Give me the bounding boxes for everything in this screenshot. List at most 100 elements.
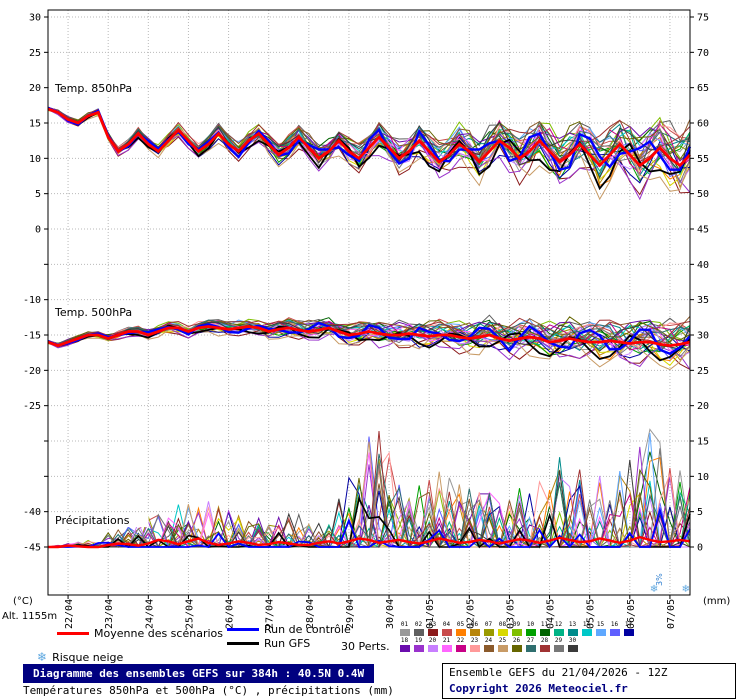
- right-axis-tick-label: 10: [697, 472, 709, 483]
- pert-number: 24: [484, 637, 493, 644]
- date-label: 25/04: [184, 599, 195, 629]
- pert-legend-entry: 03: [426, 621, 439, 636]
- left-axis-tick-label: -20: [23, 366, 41, 377]
- right-axis-unit: (mm): [703, 596, 731, 607]
- pert-color-swatch: [413, 629, 424, 636]
- temp850-series: [47, 106, 692, 201]
- copyright: Copyright 2026 Meteociel.fr: [449, 682, 628, 695]
- pert-legend-entry: 25: [496, 637, 509, 652]
- pert-color-swatch: [511, 629, 522, 636]
- right-axis-tick-label: 70: [697, 48, 709, 59]
- diagram-title: Diagramme des ensembles GEFS sur 384h : …: [33, 667, 365, 680]
- pert-number: 16: [610, 621, 619, 628]
- pert-color-swatch: [427, 645, 438, 652]
- pert-legend-entry: 20: [426, 637, 439, 652]
- right-axis-tick-label: 0: [697, 543, 703, 554]
- pert-color-swatch: [511, 645, 522, 652]
- axis-labels: 302520151050-10-15-20-25-40-457570656055…: [23, 13, 709, 554]
- date-label: 30/04: [385, 599, 396, 629]
- left-axis-tick-label: 15: [29, 119, 41, 130]
- control-run-line: [47, 106, 692, 172]
- diagram-title-bar: Diagramme des ensembles GEFS sur 384h : …: [23, 664, 375, 683]
- left-axis-tick-label: 5: [35, 189, 41, 200]
- pert-legend-row: 01 02 03 04 05 06 07 08 09 10 11 12 13 14 15 16 17: [398, 621, 635, 636]
- pert-number: 11: [540, 621, 549, 628]
- pert-legend-row: 18 19 20 21 22 23 24 25 26 27 28 29 30: [398, 637, 635, 652]
- run-info: Ensemble GEFS du 21/04/2026 - 12Z: [449, 666, 668, 679]
- pert-color-swatch: [609, 629, 620, 636]
- right-axis-tick-label: 5: [697, 507, 703, 518]
- pert-number: 29: [554, 637, 563, 644]
- right-axis-tick-label: 20: [697, 401, 709, 412]
- chart-border: [47, 9, 691, 596]
- pert-legend-entry: 26: [510, 637, 523, 652]
- pert-color-swatch: [497, 629, 508, 636]
- left-axis-tick-label: 20: [29, 83, 41, 94]
- left-axis-tick-label: -40: [23, 507, 41, 518]
- legend-snow-risk: ❄ Risque neige: [37, 650, 123, 664]
- snow-risk-markers: ❄3%❄: [650, 573, 690, 595]
- panel-label: Précipitations: [55, 514, 130, 527]
- pert-color-swatch: [553, 629, 564, 636]
- pert-legend-entry: 15: [594, 621, 607, 636]
- pert-legend-entry: 02: [412, 621, 425, 636]
- pert-legend-entry: 06: [468, 621, 481, 636]
- pert-number: 26: [512, 637, 521, 644]
- date-label: 06/05: [626, 599, 637, 629]
- pert-number: 25: [498, 637, 507, 644]
- left-axis-tick-label: 30: [29, 13, 41, 24]
- pert-color-swatch: [441, 629, 452, 636]
- control-run-line: [48, 506, 691, 549]
- pert-legend-entry: 08: [496, 621, 509, 636]
- ensemble-member-line: [47, 108, 691, 201]
- precip-series: [47, 428, 691, 549]
- pert-number: 28: [540, 637, 549, 644]
- ensemble-chart: 302520151050-10-15-20-25-40-457570656055…: [23, 9, 709, 629]
- control-line-swatch: [227, 628, 259, 631]
- date-label: 28/04: [305, 599, 316, 629]
- left-axis-tick-label: -25: [23, 401, 41, 412]
- pert-color-swatch: [455, 645, 466, 652]
- legend-mean: Moyenne des scénarios: [57, 627, 223, 640]
- pert-number: 05: [456, 621, 465, 628]
- pert-color-swatch: [623, 629, 634, 636]
- right-axis-tick-label: 35: [697, 295, 709, 306]
- pert-color-swatch: [595, 629, 606, 636]
- pert-legend-entry: 04: [440, 621, 453, 636]
- date-label: 03/05: [505, 599, 516, 629]
- ensemble-member-line: [47, 316, 691, 346]
- pert-legend-entry: 14: [580, 621, 593, 636]
- right-axis-tick-label: 55: [697, 154, 709, 165]
- pert-color-swatch: [553, 645, 564, 652]
- pert-number: 03: [428, 621, 437, 628]
- pert-legend-entry: 01: [398, 621, 411, 636]
- pert-color-swatch: [469, 629, 480, 636]
- pert-color-swatch: [469, 645, 480, 652]
- x-axis-date-labels: 22/04 23/04 24/04 25/04 26/04 27/04 28/04 29/04…: [64, 595, 677, 629]
- legend-control-label: Run de contrôle: [264, 623, 351, 636]
- pert-number: 23: [470, 637, 479, 644]
- pert-legend-entry: 16: [608, 621, 621, 636]
- ensemble-member-line: [47, 327, 691, 371]
- pert-color-swatch: [427, 629, 438, 636]
- gfs-run-line: [48, 496, 691, 549]
- pert-legend-entry: 28: [538, 637, 551, 652]
- pert-number: 19: [414, 637, 423, 644]
- pert-color-swatch: [497, 645, 508, 652]
- pert-color-swatch: [455, 629, 466, 636]
- ensemble-mean-line: [47, 325, 691, 348]
- pert-number: 06: [470, 621, 479, 628]
- pert-number: 21: [442, 637, 451, 644]
- date-label: 22/04: [64, 599, 75, 629]
- pert-legend-entry: 13: [566, 621, 579, 636]
- left-axis-tick-label: 0: [35, 225, 41, 236]
- mean-line-swatch: [57, 632, 89, 635]
- legend-snow-label: Risque neige: [52, 650, 124, 664]
- pert-color-swatch: [483, 629, 494, 636]
- left-axis-unit: (°C): [13, 596, 33, 607]
- ensemble-mean-line: [47, 107, 692, 168]
- pert-legend-entry: 21: [440, 637, 453, 652]
- snow-risk-percent: 3%: [655, 573, 664, 586]
- pert-color-swatch: [399, 645, 410, 652]
